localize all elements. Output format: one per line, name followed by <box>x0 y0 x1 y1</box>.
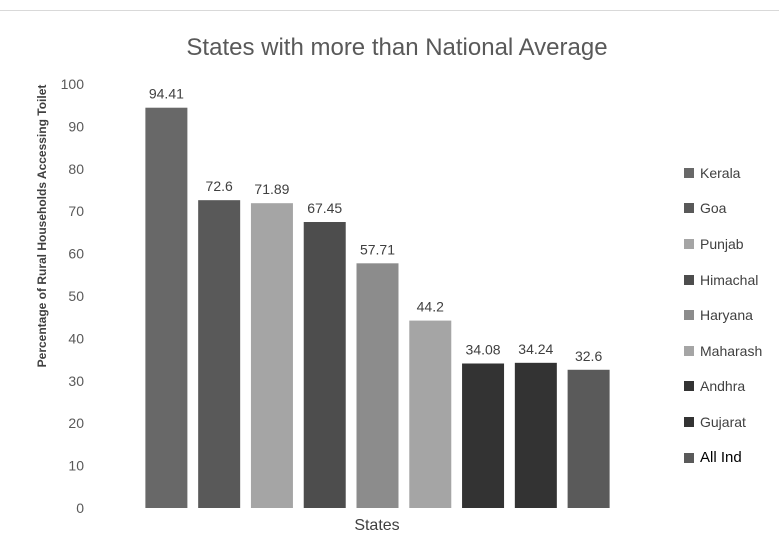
legend-item: Andhra <box>684 369 779 405</box>
legend-swatch <box>684 167 694 178</box>
legend-swatch <box>684 310 694 321</box>
y-tick-label: 0 <box>76 500 84 516</box>
legend-swatch <box>684 452 694 463</box>
legend-label: Haryana <box>700 307 753 324</box>
legend-item: Gujarat <box>684 404 779 440</box>
y-tick-label: 20 <box>68 415 84 431</box>
legend-label: Goa <box>700 200 727 217</box>
y-tick-label: 70 <box>68 203 84 219</box>
y-tick-label: 30 <box>68 373 84 389</box>
legend-swatch <box>684 274 694 285</box>
bar-value-label: 67.45 <box>307 200 342 216</box>
bar-maharash <box>409 320 452 508</box>
bar-value-label: 34.24 <box>518 341 553 357</box>
legend-swatch <box>684 203 694 214</box>
legend-label: All Ind <box>700 449 742 467</box>
x-axis-label: States <box>354 517 399 534</box>
bar-all-ind <box>567 369 610 508</box>
y-tick-label: 50 <box>68 288 84 304</box>
y-tick-label: 80 <box>68 161 84 177</box>
bar-gujarat <box>514 362 557 508</box>
y-tick-label: 40 <box>68 330 84 346</box>
bar-himachal <box>303 222 346 508</box>
legend-item: Punjab <box>684 226 779 262</box>
bar-value-label: 72.6 <box>206 178 233 194</box>
bar-haryana <box>356 263 399 508</box>
legend-item: All Ind <box>684 440 779 476</box>
y-tick-label: 60 <box>68 246 84 262</box>
top-border <box>0 0 779 11</box>
y-ticks: 0 10 20 30 40 50 60 70 80 90 100 <box>61 76 85 516</box>
bar-punjab <box>250 203 293 508</box>
bar-value-label: 57.71 <box>360 241 395 257</box>
chart-title: States with more than National Average <box>186 34 607 61</box>
bar-kerala <box>145 107 188 508</box>
legend-item: Kerala <box>684 155 779 191</box>
y-tick-label: 90 <box>68 118 84 134</box>
bar-value-label: 32.6 <box>575 348 602 364</box>
legend-label: Kerala <box>700 164 741 181</box>
legend-item: Himachal <box>684 262 779 298</box>
legend-label: Andhra <box>700 378 746 395</box>
bar-goa <box>198 200 241 508</box>
legend-label: Gujarat <box>700 413 746 430</box>
legend-label: Punjab <box>700 235 744 252</box>
legend-label: Maharash <box>700 342 763 359</box>
legend-swatch <box>684 381 694 392</box>
bar-value-label: 71.89 <box>254 181 289 197</box>
legend-label: Himachal <box>700 271 759 288</box>
legend-item: Goa <box>684 191 779 227</box>
bars <box>145 107 610 508</box>
legend: Kerala Goa Punjab Himachal Haryana Maharash An… <box>684 155 779 475</box>
bar-value-label: 44.2 <box>417 299 444 315</box>
y-tick-label: 10 <box>68 458 84 474</box>
legend-item: Maharash <box>684 333 779 369</box>
legend-swatch <box>684 238 694 249</box>
y-tick-label: 100 <box>61 76 85 92</box>
bar-value-label: 34.08 <box>466 342 501 358</box>
legend-swatch <box>684 345 694 356</box>
y-axis-label: Percentage of Rural Households Accessing… <box>35 85 49 368</box>
legend-swatch <box>684 416 694 427</box>
legend-item: Haryana <box>684 297 779 333</box>
bar-value-label: 94.41 <box>149 86 184 102</box>
bar-andhra <box>462 363 505 508</box>
value-labels: 94.41 72.6 71.89 67.45 57.71 44.2 34.08 34.24 32… <box>149 86 603 364</box>
